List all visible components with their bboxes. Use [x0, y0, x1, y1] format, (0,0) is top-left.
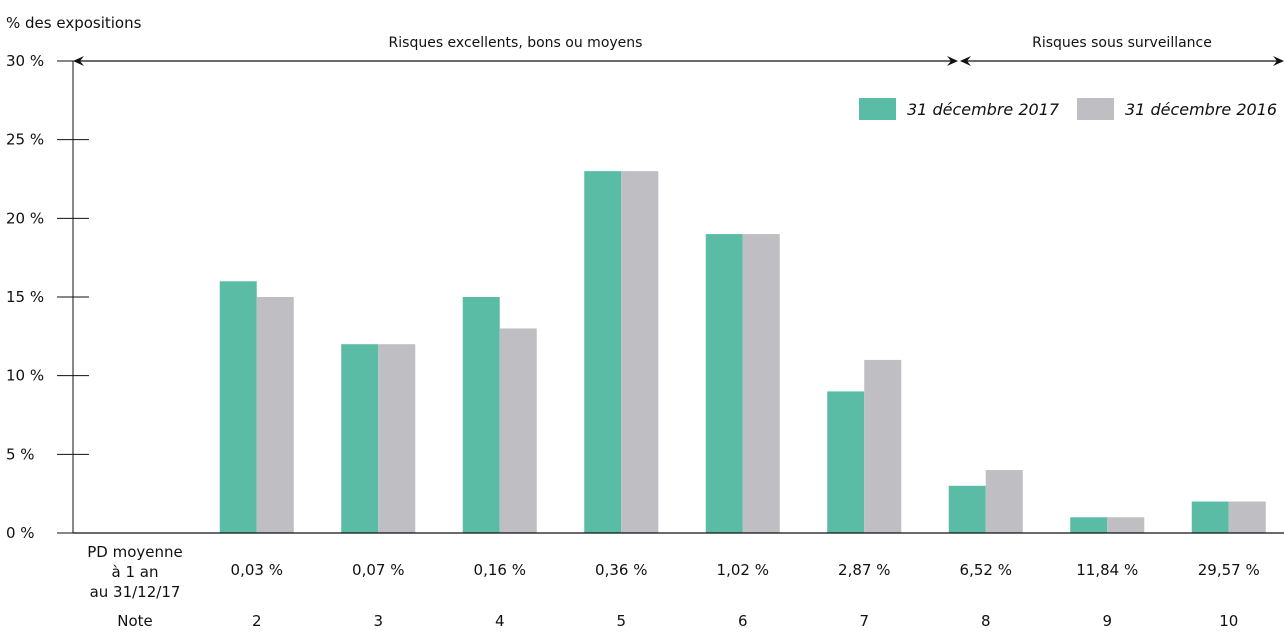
range-label: Risques excellents, bons ou moyens: [389, 35, 643, 51]
legend-swatch-2017: [859, 98, 896, 120]
arrow-left-icon: [73, 56, 84, 66]
bar-2016: [621, 171, 659, 533]
bar-2016: [1107, 517, 1145, 533]
arrow-right-icon: [947, 56, 958, 66]
pd-header-label: à 1 an: [112, 563, 159, 581]
pd-value-label: 29,57 %: [1198, 561, 1260, 579]
bar-2017: [1191, 501, 1229, 533]
legend-label-2016: 31 décembre 2016: [1125, 99, 1278, 119]
bar-2017: [1070, 517, 1108, 533]
note-label: 4: [495, 612, 505, 630]
y-tick-label: 5 %: [6, 445, 35, 463]
bar-2017: [219, 281, 257, 533]
legend-item-2016: 31 décembre 2016: [1077, 98, 1277, 120]
note-label: 6: [738, 612, 748, 630]
note-label: 10: [1219, 612, 1238, 630]
y-tick-label: 30 %: [6, 52, 44, 70]
legend-swatch-2016: [1077, 98, 1114, 120]
legend-item-2017: 31 décembre 2017: [859, 98, 1059, 120]
note-header-label: Note: [117, 612, 153, 630]
y-axis-title: % des expositions: [6, 14, 142, 32]
note-label: 2: [252, 612, 262, 630]
arrow-right-icon: [1273, 56, 1284, 66]
legend-label-2017: 31 décembre 2017: [907, 99, 1060, 119]
pd-value-label: 1,02 %: [717, 561, 769, 579]
pd-value-label: 6,52 %: [960, 561, 1012, 579]
bar-2017: [584, 171, 622, 533]
y-tick-label: 15 %: [6, 288, 44, 306]
bar-2017: [948, 485, 986, 533]
y-tick-label: 25 %: [6, 131, 44, 149]
bar-2016: [378, 344, 416, 533]
pd-value-label: 2,87 %: [838, 561, 890, 579]
pd-header-label: au 31/12/17: [90, 583, 181, 601]
bar-2016: [864, 359, 902, 533]
range-label: Risques sous surveillance: [1032, 35, 1212, 51]
arrow-left-icon: [960, 56, 971, 66]
pd-value-label: 11,84 %: [1076, 561, 1138, 579]
bar-2016: [256, 297, 294, 533]
pd-header-label: PD moyenne: [87, 543, 183, 561]
bar-2017: [827, 391, 865, 533]
y-tick-label: 0 %: [6, 524, 35, 542]
note-label: 7: [859, 612, 869, 630]
note-label: 5: [616, 612, 626, 630]
pd-value-label: 0,07 %: [352, 561, 404, 579]
bar-2016: [1228, 501, 1266, 533]
pd-value-label: 0,36 %: [595, 561, 647, 579]
bar-2017: [705, 234, 743, 534]
bar-2016: [985, 470, 1023, 533]
bar-2016: [499, 328, 537, 533]
y-tick-label: 10 %: [6, 367, 44, 385]
pd-value-label: 0,16 %: [474, 561, 526, 579]
note-label: 9: [1102, 612, 1112, 630]
pd-value-label: 0,03 %: [231, 561, 283, 579]
bar-2016: [742, 234, 780, 534]
note-label: 3: [373, 612, 383, 630]
bar-2017: [341, 344, 379, 533]
bar-2017: [462, 297, 500, 533]
note-label: 8: [981, 612, 991, 630]
y-tick-label: 20 %: [6, 209, 44, 227]
